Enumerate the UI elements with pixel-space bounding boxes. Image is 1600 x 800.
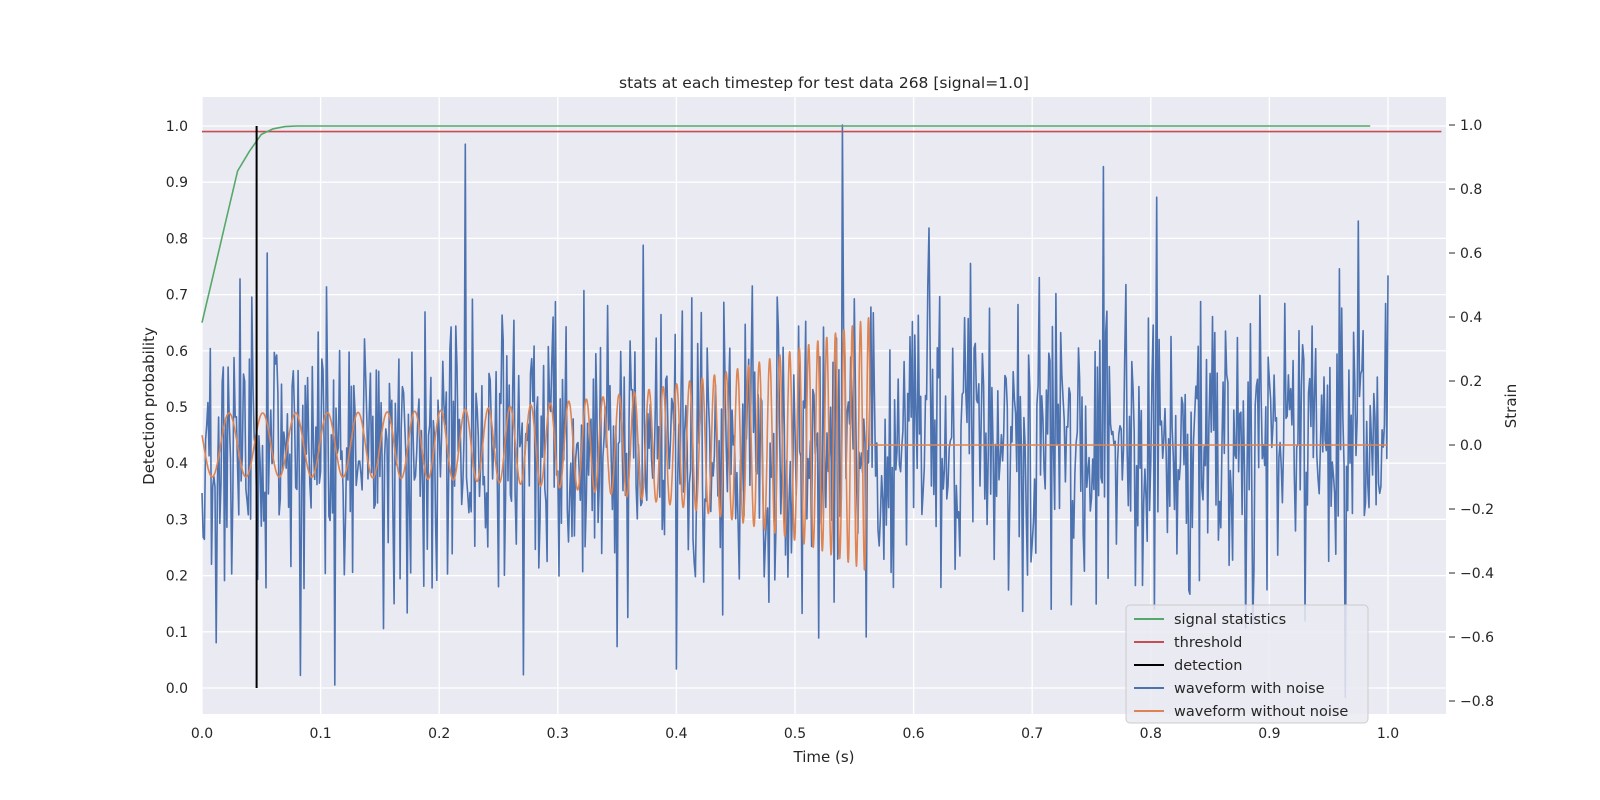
y-left-tick-label: 0.0 <box>166 681 188 697</box>
x-tick-label: 0.9 <box>1258 726 1280 742</box>
y-left-tick-label: 0.7 <box>166 288 188 304</box>
y-right-axis-label: Strain <box>1502 384 1520 428</box>
x-tick-label: 0.2 <box>428 726 450 742</box>
legend-label: detection <box>1174 658 1242 674</box>
y-left-tick-label: 0.4 <box>166 456 188 472</box>
y-right-tick-label: −0.4 <box>1460 566 1494 582</box>
x-tick-label: 0.7 <box>1021 726 1043 742</box>
legend-box <box>1125 604 1369 724</box>
x-tick-label: 0.5 <box>784 726 806 742</box>
legend-label: signal statistics <box>1174 612 1286 628</box>
y-right-tick-label: 1.0 <box>1460 118 1482 134</box>
y-left-tick-label: 0.5 <box>166 400 188 416</box>
legend-label: waveform without noise <box>1174 704 1348 720</box>
series-signal-statistics <box>201 125 1371 323</box>
legend-label: threshold <box>1174 635 1242 651</box>
x-tick-label: 0.8 <box>1140 726 1162 742</box>
x-tick-label: 0.3 <box>547 726 569 742</box>
series-waveform-with-noise <box>201 124 1389 699</box>
x-tick-label: 0.0 <box>191 726 213 742</box>
x-axis-label: Time (s) <box>793 748 855 766</box>
y-right-tick-label: −0.8 <box>1460 694 1494 710</box>
y-right-tick-label: −0.6 <box>1460 630 1494 646</box>
y-left-tick-labels: 0.0 0.1 0.2 0.3 0.4 0.5 0.6 0.7 0.8 0.9 1.0 <box>166 119 188 697</box>
y-right-tick-label: 0.4 <box>1460 310 1482 326</box>
x-tick-labels: 0.0 0.1 0.2 0.3 0.4 0.5 0.6 0.7 0.8 0.9 1.0 <box>191 726 1399 742</box>
chart-title: stats at each timestep for test data 268… <box>619 74 1029 92</box>
legend-item-threshold: threshold <box>1134 635 1242 651</box>
y-left-tick-label: 0.6 <box>166 344 188 360</box>
y-right-tick-label: −0.2 <box>1460 502 1494 518</box>
y-left-tick-label: 0.8 <box>166 231 188 247</box>
legend-item-detection: detection <box>1134 658 1242 674</box>
legend-item-waveform-with-noise: waveform with noise <box>1134 681 1325 697</box>
series-waveform-without-noise <box>201 317 1388 571</box>
y-left-tick-label: 0.3 <box>166 512 188 528</box>
y-right-tick-labels: −0.8 −0.6 −0.4 −0.2 0.0 0.2 0.4 0.6 0.8 1.0 <box>1449 118 1494 710</box>
y-right-tick-label: 0.8 <box>1460 182 1482 198</box>
x-tick-label: 0.6 <box>902 726 924 742</box>
y-right-tick-label: 0.0 <box>1460 438 1482 454</box>
x-tick-label: 1.0 <box>1377 726 1399 742</box>
legend: signal statistics threshold detection wavef… <box>1125 604 1369 724</box>
legend-item-waveform-without-noise: waveform without noise <box>1134 704 1348 720</box>
y-left-tick-label: 0.1 <box>166 625 188 641</box>
series-layer <box>201 124 1442 699</box>
legend-label: waveform with noise <box>1174 681 1325 697</box>
legend-item-signal-statistics: signal statistics <box>1134 612 1286 628</box>
y-left-tick-label: 1.0 <box>166 119 188 135</box>
y-right-tick-label: 0.2 <box>1460 374 1482 390</box>
x-tick-label: 0.4 <box>665 726 687 742</box>
y-right-tick-label: 0.6 <box>1460 246 1482 262</box>
y-left-tick-label: 0.9 <box>166 175 188 191</box>
y-left-tick-label: 0.2 <box>166 569 188 585</box>
x-tick-label: 0.1 <box>309 726 331 742</box>
y-left-axis-label: Detection probability <box>140 327 158 485</box>
